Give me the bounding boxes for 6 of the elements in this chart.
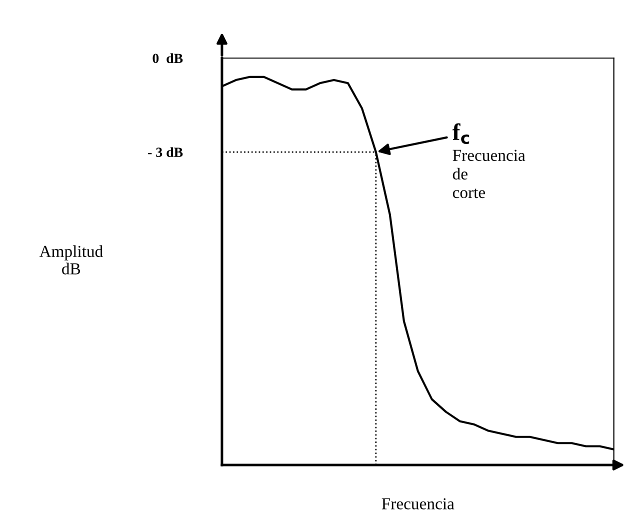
annotation: Frecuencia de corte <box>452 150 526 198</box>
annotation: f$_{c}$ <box>452 123 470 144</box>
y-tick-label: 0 dB <box>152 53 183 64</box>
y-axis-title: Amplitud dB <box>39 245 103 274</box>
x-axis-title: Frecuencia <box>382 498 454 510</box>
y-tick-label: - 3 dB <box>148 147 183 157</box>
